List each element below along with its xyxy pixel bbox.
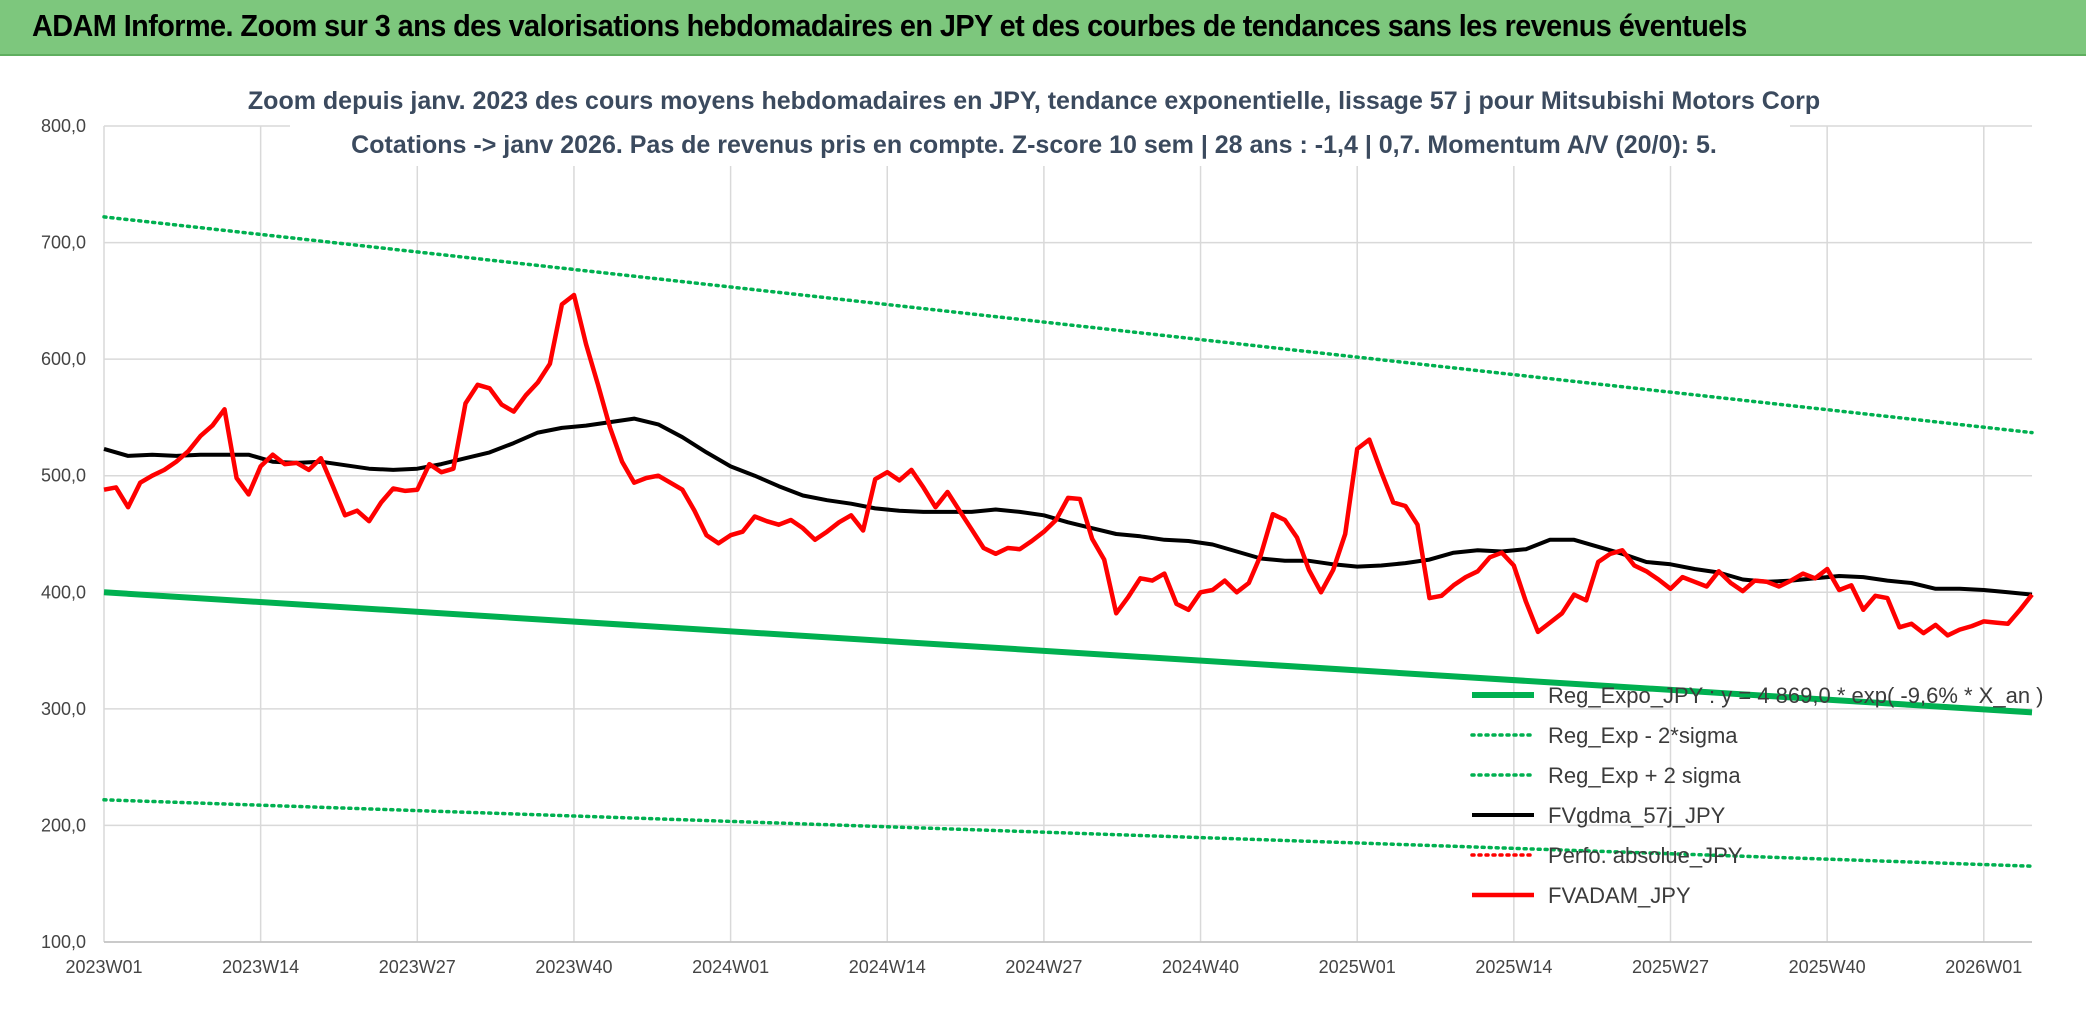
x-tick-label: 2024W14: [849, 957, 926, 977]
series-line-reg_minus: [102, 798, 2034, 868]
grid-layer: [103, 125, 2032, 943]
report-banner: ADAM Informe. Zoom sur 3 ans des valoris…: [0, 0, 2086, 56]
x-tick-label: 2024W27: [1005, 957, 1082, 977]
x-tick-label: 2025W14: [1475, 957, 1552, 977]
title-background: [290, 78, 1790, 166]
series-line-fvadam: [103, 292, 2034, 638]
y-tick-label: 400,0: [41, 582, 86, 602]
legend-label-reg_expo: Reg_Expo_JPY : y = 4 869,0 * exp( -9,6% …: [1548, 683, 2044, 708]
x-tick-label: 2023W01: [65, 957, 142, 977]
y-tick-label: 600,0: [41, 349, 86, 369]
legend: Reg_Expo_JPY : y = 4 869,0 * exp( -9,6% …: [1470, 683, 2044, 908]
x-tick-label: 2025W40: [1789, 957, 1866, 977]
y-tick-label: 700,0: [41, 233, 86, 253]
y-tick-label: 300,0: [41, 699, 86, 719]
series-line-reg_expo: [103, 589, 2033, 716]
x-tick-label: 2023W27: [379, 957, 456, 977]
x-tick-label: 2024W40: [1162, 957, 1239, 977]
series-line-reg_plus: [102, 215, 2034, 435]
y-tick-label: 800,0: [41, 116, 86, 136]
x-tick-label: 2026W01: [1945, 957, 2022, 977]
series-layer: [102, 215, 2034, 868]
chart-title: Zoom depuis janv. 2023 des cours moyens …: [248, 78, 1820, 166]
x-tick-label: 2025W01: [1319, 957, 1396, 977]
legend-label-perfo: Perfo. absolue_JPY: [1548, 843, 1743, 868]
x-tick-label: 2023W14: [222, 957, 299, 977]
y-axis-ticks: 100,0 200,0 300,0 400,0 500,0 600,0 700,0 800,0: [41, 116, 86, 952]
chart-title-line-1: Zoom depuis janv. 2023 des cours moyens …: [248, 87, 1820, 115]
x-axis-ticks: 2023W01 2023W14 2023W27 2023W40 2024W01 2024W…: [65, 957, 2022, 977]
y-tick-label: 200,0: [41, 815, 86, 835]
banner-title: ADAM Informe. Zoom sur 3 ans des valoris…: [32, 8, 1747, 43]
legend-label-reg_plus: Reg_Exp + 2 sigma: [1548, 763, 1741, 788]
legend-label-fvgdma: FVgdma_57j_JPY: [1548, 803, 1726, 828]
x-tick-label: 2024W01: [692, 957, 769, 977]
legend-label-reg_minus: Reg_Exp - 2*sigma: [1548, 723, 1738, 748]
series-line-fvgdma: [103, 416, 2033, 597]
x-tick-label: 2023W40: [535, 957, 612, 977]
legend-label-fvadam: FVADAM_JPY: [1548, 883, 1691, 908]
y-tick-label: 100,0: [41, 932, 86, 952]
y-tick-label: 500,0: [41, 466, 86, 486]
chart-title-line-2: Cotations -> janv 2026. Pas de revenus p…: [351, 131, 1717, 159]
x-tick-label: 2025W27: [1632, 957, 1709, 977]
